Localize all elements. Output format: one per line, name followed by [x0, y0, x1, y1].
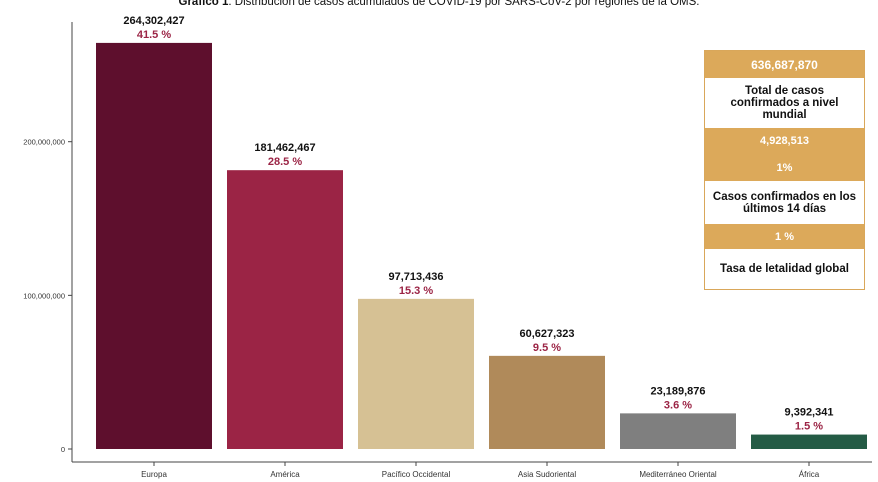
x-tick-label: Asia Sudoriental: [518, 470, 576, 479]
recent-percent-value: 1%: [705, 154, 864, 181]
bar-percent-label: 3.6 %: [664, 399, 692, 411]
bar-value-label: 9,392,341: [785, 407, 834, 419]
recent-cases-value: 4,928,513: [705, 128, 864, 154]
bar-percent-label: 15.3 %: [399, 285, 433, 297]
bar: [620, 413, 736, 449]
bar: [96, 42, 212, 450]
y-tick-label: 200,000,000: [23, 138, 65, 147]
bar-value-label: 23,189,876: [650, 385, 705, 397]
x-tick-label: África: [799, 470, 820, 479]
x-tick-label: América: [270, 470, 300, 479]
recent-cases-label: Casos confirmados en los últimos 14 días: [705, 181, 864, 224]
bar-percent-label: 28.5 %: [268, 156, 302, 168]
x-tick-label: Mediterráneo Oriental: [639, 470, 717, 479]
lethality-value: 1 %: [705, 224, 864, 249]
summary-panel: 636,687,870 Total de casos confirmados a…: [704, 50, 865, 290]
x-tick-label: Pacífico Occidental: [382, 470, 451, 479]
y-tick-label: 100,000,000: [23, 291, 65, 300]
bar-percent-label: 9.5 %: [533, 342, 561, 354]
y-tick-label: 0: [61, 445, 65, 454]
bar-percent-label: 1.5 %: [795, 421, 823, 433]
chart-title: Gráfico 1. Distribución de casos acumula…: [178, 0, 700, 8]
total-cases-value: 636,687,870: [705, 51, 864, 78]
x-tick-label: Europa: [141, 470, 167, 479]
total-cases-label: Total de casos confirmados a nivel mundi…: [705, 78, 864, 128]
lethality-label: Tasa de letalidad global: [705, 249, 864, 289]
bar-value-label: 181,462,467: [254, 142, 315, 154]
bar: [358, 298, 474, 449]
bar-percent-label: 41.5 %: [137, 29, 171, 41]
bar-value-label: 60,627,323: [519, 328, 574, 340]
bar-value-label: 97,713,436: [388, 271, 443, 283]
bar: [489, 355, 605, 449]
bar-value-label: 264,302,427: [123, 15, 184, 27]
bar: [751, 434, 867, 449]
bar: [227, 170, 343, 449]
